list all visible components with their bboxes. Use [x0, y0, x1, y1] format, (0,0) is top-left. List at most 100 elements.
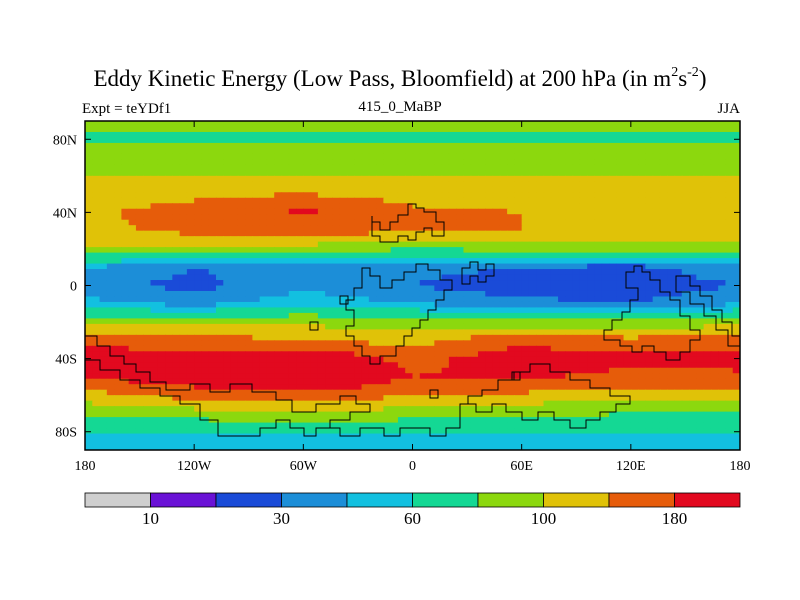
field-cells — [85, 121, 740, 450]
field-cell — [281, 126, 290, 133]
field-cell — [397, 192, 406, 199]
field-cell — [274, 274, 283, 281]
field-cell — [652, 296, 661, 303]
field-cell — [266, 153, 275, 160]
field-cell — [85, 225, 93, 232]
field-cell — [332, 192, 341, 199]
field-cell — [659, 131, 668, 139]
field-cell — [514, 192, 523, 199]
field-cell — [99, 121, 108, 128]
field-cell — [565, 153, 574, 160]
field-cell — [463, 373, 472, 380]
field-cell — [412, 258, 421, 265]
field-cell — [667, 186, 676, 193]
field-cell — [194, 280, 203, 287]
field-cell — [223, 192, 232, 199]
field-cell — [463, 417, 472, 424]
field-cell — [114, 351, 122, 358]
field-cell — [601, 406, 610, 413]
field-cell — [674, 345, 683, 352]
field-cell — [601, 214, 610, 221]
field-cell — [296, 384, 304, 391]
field-cell — [259, 422, 268, 429]
field-cell — [441, 137, 450, 144]
field-cell — [157, 164, 166, 171]
field-cell — [405, 362, 414, 369]
field-cell — [405, 181, 414, 188]
field-cell — [492, 367, 501, 374]
field-cell — [630, 329, 639, 336]
field-cell — [114, 378, 122, 385]
field-cell — [441, 312, 450, 319]
field-cell — [339, 274, 348, 281]
field-cell — [121, 142, 130, 150]
field-cell — [587, 345, 596, 352]
field-cell — [194, 367, 203, 374]
field-cell — [339, 236, 348, 243]
field-cell — [99, 219, 108, 226]
field-cell — [463, 406, 472, 413]
field-cell — [507, 378, 515, 385]
field-cell — [172, 131, 181, 139]
field-cell — [216, 345, 224, 352]
field-cell — [303, 285, 312, 292]
field-cell — [172, 384, 181, 391]
field-cell — [579, 197, 588, 204]
field-cell — [463, 203, 472, 210]
field-cell — [179, 378, 188, 385]
field-cell — [354, 280, 363, 287]
field-cell — [376, 296, 384, 303]
field-cell — [405, 411, 414, 418]
field-cell — [368, 378, 377, 385]
field-cell — [579, 164, 588, 171]
field-cell — [630, 323, 639, 330]
field-cell — [237, 252, 246, 259]
field-cell — [594, 406, 603, 413]
field-cell — [609, 417, 617, 424]
field-cell — [288, 153, 297, 160]
field-cell — [368, 307, 377, 314]
field-cell — [245, 373, 253, 380]
field-cell — [659, 153, 668, 160]
field-cell — [434, 164, 443, 171]
field-cell — [383, 351, 392, 358]
field-cell — [114, 274, 122, 281]
field-cell — [230, 422, 239, 429]
field-cell — [558, 307, 566, 314]
field-cell — [186, 307, 195, 314]
field-cell — [143, 285, 152, 292]
field-cell — [237, 164, 246, 171]
field-cell — [383, 230, 392, 237]
field-cell — [645, 126, 654, 133]
field-cell — [499, 197, 508, 204]
field-cell — [630, 258, 639, 265]
field-cell — [296, 208, 304, 215]
field-cell — [390, 373, 399, 380]
field-cell — [397, 208, 406, 215]
field-cell — [361, 323, 370, 330]
field-cell — [230, 230, 239, 237]
field-cell — [638, 247, 646, 254]
field-cell — [339, 269, 348, 276]
field-cell — [405, 236, 414, 243]
field-cell — [208, 296, 217, 303]
field-cell — [165, 274, 173, 281]
field-cell — [652, 334, 661, 341]
field-cell — [558, 280, 566, 287]
field-cell — [405, 252, 414, 259]
field-cell — [587, 384, 596, 391]
field-cell — [303, 263, 312, 270]
field-cell — [652, 356, 661, 363]
field-cell — [718, 121, 727, 128]
field-cell — [179, 334, 188, 341]
field-cell — [114, 164, 122, 171]
field-cell — [92, 290, 101, 298]
field-cell — [303, 395, 312, 402]
field-cell — [521, 301, 530, 309]
field-cell — [427, 280, 435, 287]
field-cell — [281, 400, 290, 407]
field-cell — [587, 186, 596, 193]
field-cell — [186, 230, 195, 237]
field-cell — [725, 208, 734, 215]
field-cell — [536, 219, 545, 226]
